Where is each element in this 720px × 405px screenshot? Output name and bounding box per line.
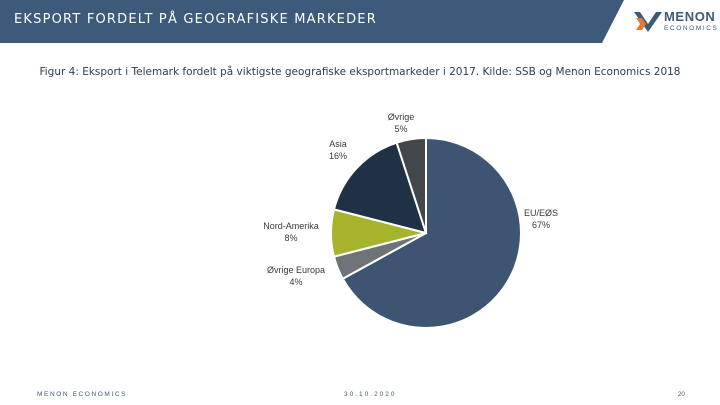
footer-brand: MENON ECONOMICS: [37, 391, 128, 398]
slice-value-label-1: 4%: [289, 277, 302, 287]
slice-label-3: Asia: [329, 139, 347, 149]
header-band: EKSPORT FORDELT PÅ GEOGRAFISKE MARKEDER …: [0, 0, 720, 43]
pie-slice-4: [395, 136, 427, 234]
figure-caption: Figur 4: Eksport i Telemark fordelt på v…: [39, 66, 681, 78]
slice-value-label-2: 8%: [284, 233, 297, 243]
logo-wordmark: MENON: [664, 9, 716, 24]
page-number: 20: [677, 391, 685, 398]
menon-logo-icon: [634, 12, 662, 32]
footer-date: 30.10.2020: [344, 391, 397, 398]
slice-label-0: EU/EØS: [524, 208, 558, 218]
slice-label-2: Nord-Amerika: [263, 221, 319, 231]
logo: MENON ECONOMICS: [602, 0, 720, 43]
slice-label-4: Øvrige: [388, 112, 415, 122]
slice-value-label-3: 16%: [329, 151, 347, 161]
slice-label-1: Øvrige Europa: [267, 265, 325, 275]
slice-value-label-0: 67%: [532, 220, 550, 230]
page-title: EKSPORT FORDELT PÅ GEOGRAFISKE MARKEDER: [14, 12, 377, 27]
slice-value-label-4: 5%: [394, 124, 407, 134]
logo-subtitle: ECONOMICS: [664, 25, 719, 32]
pie-slice-0: [341, 136, 522, 329]
